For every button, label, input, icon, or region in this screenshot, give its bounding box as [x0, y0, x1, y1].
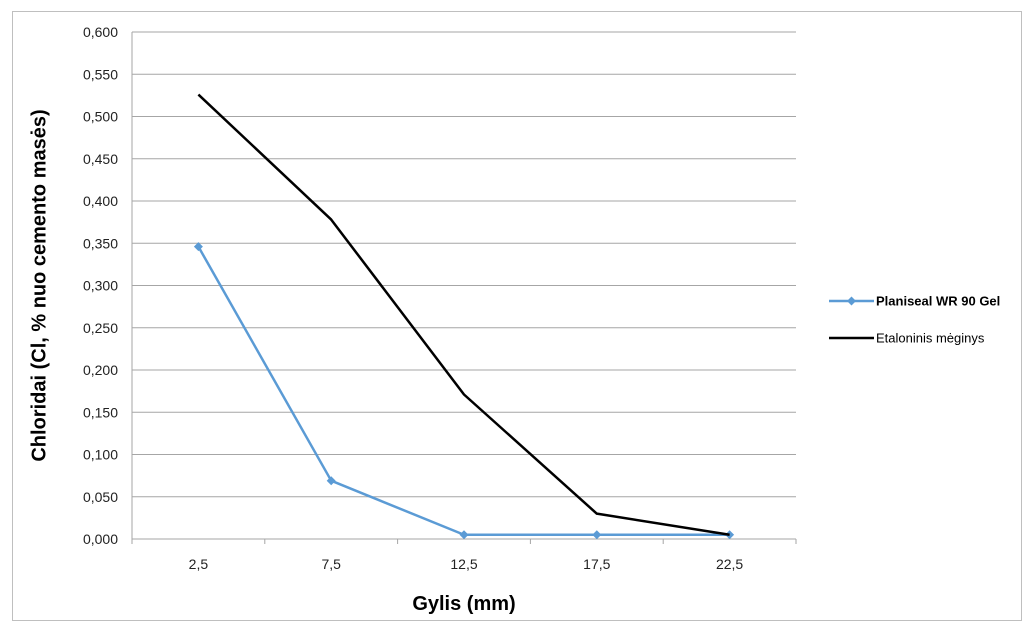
y-axis-title: Chloridai (Cl, % nuo cemento masės)	[28, 109, 50, 461]
y-tick-label: 0,150	[83, 404, 118, 420]
y-tick-label: 0,250	[83, 320, 118, 336]
y-tick-label: 0,200	[83, 362, 118, 378]
y-tick-label: 0,550	[83, 66, 118, 82]
x-tick-label: 22,5	[716, 556, 743, 572]
y-tick-label: 0,400	[83, 193, 118, 209]
x-axis-title: Gylis (mm)	[412, 593, 515, 615]
legend-label-2: Etaloninis mėginys	[876, 331, 985, 346]
chart-frame	[12, 11, 1022, 621]
y-tick-label: 0,500	[83, 109, 118, 125]
y-tick-labels: 0,000 0,050 0,100 0,150 0,200 0,250 0,300 0,350…	[83, 24, 118, 547]
legend-marker	[847, 296, 856, 306]
x-tick-label: 17,5	[583, 556, 610, 572]
y-tick-label: 0,050	[83, 489, 118, 505]
legend-label-1: Planiseal WR 90 Gel	[876, 294, 1000, 309]
x-tick-labels: 2,5 7,5 12,5 17,5 22,5	[189, 556, 744, 572]
series-lines	[193, 93, 735, 540]
series-line-1	[197, 246, 730, 537]
x-tick-label: 2,5	[189, 556, 209, 572]
y-tick-label: 0,100	[83, 447, 118, 463]
y-tick-label: 0,350	[83, 235, 118, 251]
gridlines	[132, 31, 796, 498]
data-point	[592, 530, 602, 540]
data-point	[459, 530, 469, 540]
x-tick-label: 12,5	[450, 556, 477, 572]
data-point	[326, 476, 336, 486]
axes	[131, 32, 797, 544]
x-tick-label: 7,5	[321, 556, 341, 572]
y-tick-label: 0,000	[83, 531, 118, 547]
data-point	[193, 242, 203, 252]
series-line-2	[197, 93, 730, 537]
y-tick-label: 0,600	[83, 24, 118, 40]
y-tick-label: 0,300	[83, 278, 118, 294]
legend: Planiseal WR 90 Gel Etaloninis mėginys	[829, 294, 1000, 346]
y-tick-label: 0,450	[83, 151, 118, 167]
